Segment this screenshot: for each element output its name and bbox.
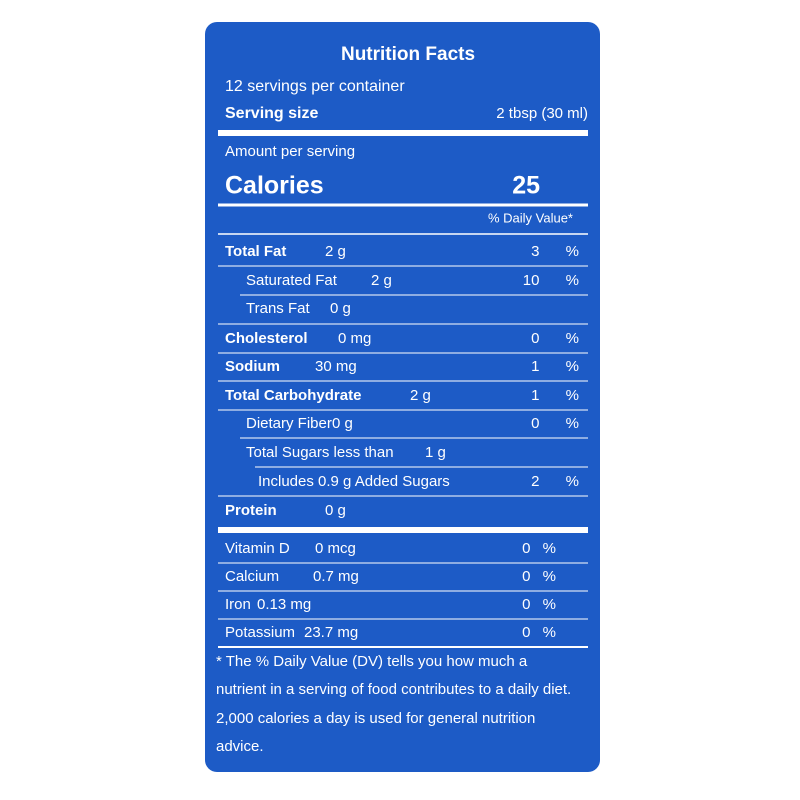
nutrient-amount: 2 g [371, 272, 392, 289]
vitamin-name: Calcium [225, 568, 279, 585]
calories-value: 25 [512, 172, 540, 200]
dv-header: % Daily Value* [488, 210, 573, 225]
footnote-line: * The % Daily Value (DV) tells you how m… [216, 653, 528, 670]
nutrient-name: Includes 0.9 g Added Sugars [258, 473, 450, 490]
nutrient-dv: 2 % [531, 473, 579, 490]
nutrient-name: Total Carbohydrate [225, 387, 361, 404]
nutrient-dv: 1 % [531, 358, 579, 375]
nutrient-amount: 0 mg [338, 330, 371, 347]
vitamin-amount: 0 mcg [315, 540, 356, 557]
vitamin-amount: 0.13 mg [257, 596, 311, 613]
nutrient-name: Dietary Fiber [246, 415, 332, 432]
nutrient-amount: 0 g [332, 415, 353, 432]
panel [205, 22, 600, 772]
footnote-line: nutrient in a serving of food contribute… [216, 681, 571, 698]
serving-size-label: Serving size [225, 105, 318, 122]
nutrient-name: Saturated Fat [246, 272, 338, 289]
nutrient-dv: 3 % [531, 243, 579, 260]
nutrient-dv: 0 % [531, 330, 579, 347]
vitamin-dv: 0 % [522, 540, 556, 557]
nutrient-amount: 1 g [425, 444, 446, 461]
servings: 12 servings per container [225, 78, 405, 95]
nutrient-name: Trans Fat [246, 300, 310, 317]
nutrient-amount: 0 g [325, 502, 346, 519]
nutrient-amount: 30 mg [315, 358, 357, 375]
title: Nutrition Facts [341, 44, 475, 65]
amount-per-serving: Amount per serving [225, 143, 355, 160]
vitamin-name: Vitamin D [225, 540, 290, 557]
footnote-line: advice. [216, 738, 264, 755]
nutrient-amount: 0 g [330, 300, 351, 317]
nutrient-dv: 1 % [531, 387, 579, 404]
nutrient-name: Sodium [225, 358, 280, 375]
vitamin-name: Potassium [225, 624, 295, 641]
nutrient-amount: 2 g [410, 387, 431, 404]
vitamin-dv: 0 % [522, 568, 556, 585]
nutrient-name: Total Sugars less than [246, 444, 394, 461]
nutrient-name: Protein [225, 502, 277, 519]
vitamin-amount: 23.7 mg [304, 624, 358, 641]
vitamin-dv: 0 % [522, 596, 556, 613]
vitamin-dv: 0 % [522, 624, 556, 641]
vitamin-name: Iron [225, 596, 251, 613]
serving-size-value: 2 tbsp (30 ml) [496, 105, 588, 122]
vitamin-amount: 0.7 mg [313, 568, 359, 585]
nutrient-dv: 0 % [531, 415, 579, 432]
nutrient-name: Total Fat [225, 243, 286, 260]
nutrient-amount: 2 g [325, 243, 346, 260]
nutrient-dv: 10 % [523, 272, 579, 289]
nutrient-name: Cholesterol [225, 330, 308, 347]
calories-label: Calories [225, 172, 324, 200]
footnote-line: 2,000 calories a day is used for general… [216, 710, 535, 727]
